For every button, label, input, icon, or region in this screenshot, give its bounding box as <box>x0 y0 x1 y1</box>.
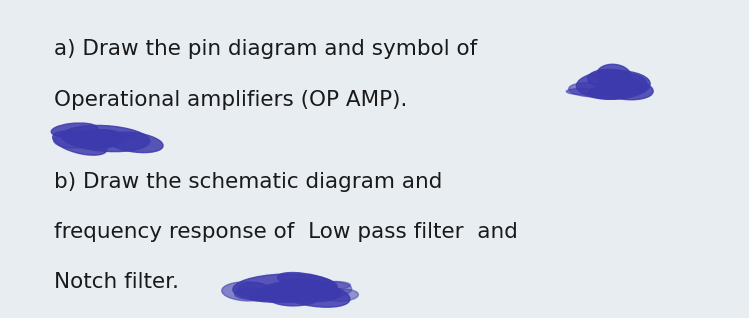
Ellipse shape <box>566 88 601 95</box>
Ellipse shape <box>277 273 337 292</box>
Ellipse shape <box>106 132 163 153</box>
Ellipse shape <box>599 79 653 100</box>
Ellipse shape <box>52 131 107 155</box>
Ellipse shape <box>274 280 350 307</box>
Ellipse shape <box>237 283 267 295</box>
Ellipse shape <box>279 279 341 301</box>
Ellipse shape <box>324 289 359 301</box>
Ellipse shape <box>317 281 351 289</box>
Text: Notch filter.: Notch filter. <box>54 273 178 293</box>
Ellipse shape <box>54 132 98 148</box>
Text: frequency response of  Low pass filter  and: frequency response of Low pass filter an… <box>54 222 518 242</box>
Ellipse shape <box>568 82 613 97</box>
Ellipse shape <box>80 130 123 148</box>
Ellipse shape <box>234 288 264 299</box>
Text: b) Draw the schematic diagram and: b) Draw the schematic diagram and <box>54 172 442 192</box>
Ellipse shape <box>222 282 273 301</box>
Ellipse shape <box>233 274 337 302</box>
Ellipse shape <box>606 73 647 95</box>
Ellipse shape <box>589 89 607 96</box>
Text: a) Draw the pin diagram and symbol of: a) Draw the pin diagram and symbol of <box>54 39 477 59</box>
Ellipse shape <box>122 135 135 138</box>
Ellipse shape <box>72 136 108 144</box>
Ellipse shape <box>73 130 126 147</box>
Ellipse shape <box>308 282 352 298</box>
Text: Operational amplifiers (OP AMP).: Operational amplifiers (OP AMP). <box>54 90 407 110</box>
Ellipse shape <box>589 85 633 99</box>
Ellipse shape <box>249 285 329 301</box>
Ellipse shape <box>258 282 295 298</box>
Ellipse shape <box>587 69 631 87</box>
Ellipse shape <box>596 64 631 88</box>
Ellipse shape <box>577 71 650 99</box>
Ellipse shape <box>62 125 150 152</box>
Ellipse shape <box>51 123 98 137</box>
Ellipse shape <box>61 131 83 143</box>
Ellipse shape <box>266 281 326 306</box>
